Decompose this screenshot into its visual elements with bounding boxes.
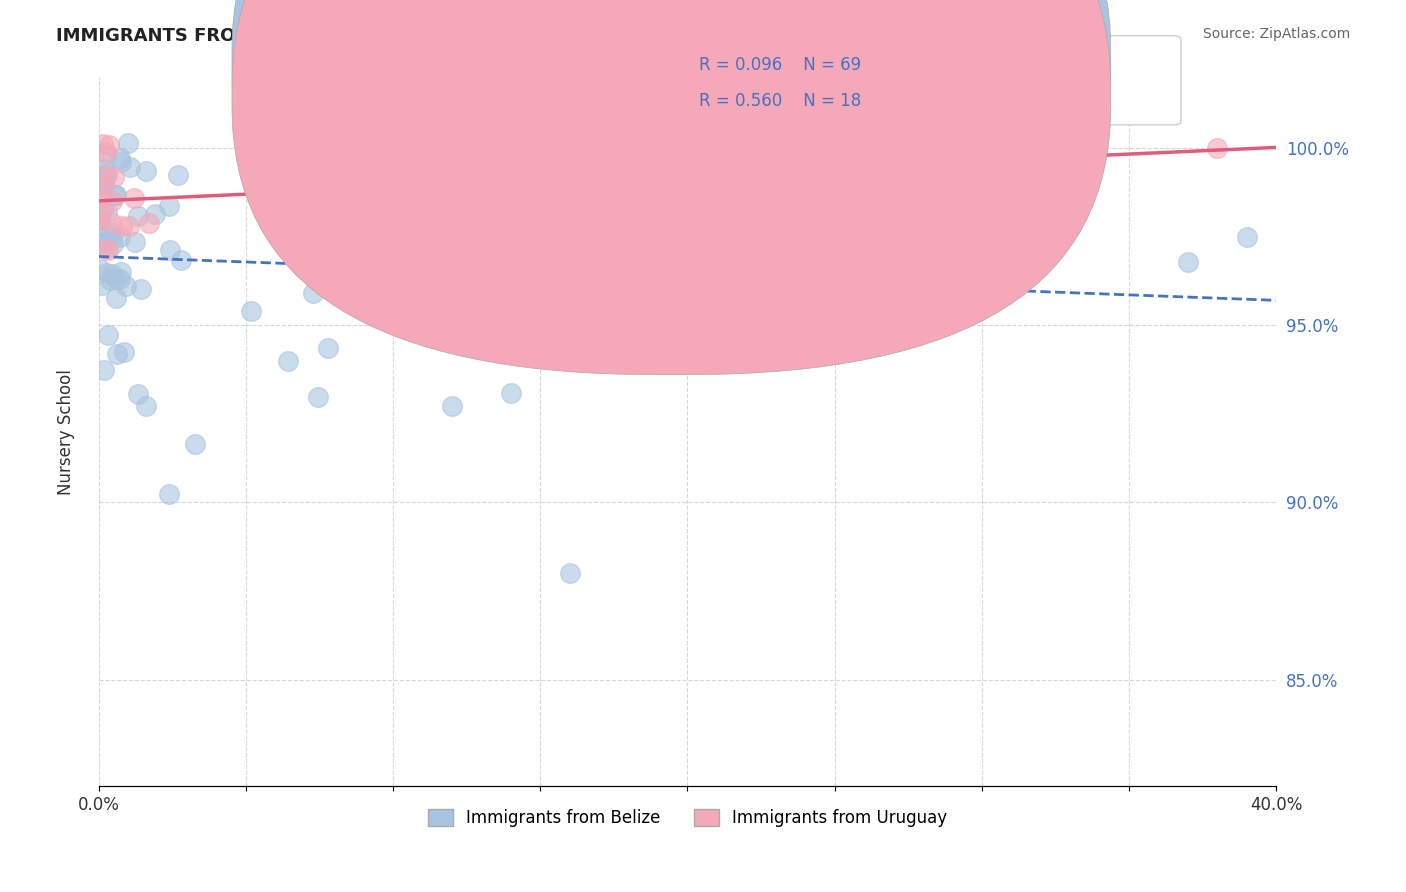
Point <box>499 386 522 401</box>
Point <box>104 188 127 202</box>
Point <box>93 161 115 176</box>
Point <box>117 136 139 150</box>
Y-axis label: Nursery School: Nursery School <box>58 368 75 494</box>
Point <box>101 236 124 251</box>
Point <box>135 163 157 178</box>
Point <box>1236 229 1258 244</box>
Point <box>101 267 124 281</box>
Point <box>98 225 121 239</box>
Point <box>911 194 934 209</box>
Point <box>98 273 121 287</box>
Point <box>110 272 132 286</box>
Point <box>127 386 149 401</box>
Point <box>118 219 141 233</box>
Point <box>91 177 114 191</box>
Point <box>94 168 117 182</box>
Point <box>558 566 581 581</box>
Point <box>91 241 114 255</box>
Point <box>143 207 166 221</box>
Point <box>307 390 329 404</box>
Point <box>97 327 120 342</box>
Point <box>157 487 180 501</box>
Text: Source: ZipAtlas.com: Source: ZipAtlas.com <box>1202 27 1350 41</box>
Point <box>94 242 117 256</box>
Point <box>111 219 134 234</box>
Point <box>110 154 132 169</box>
Point <box>94 145 117 159</box>
Point <box>97 244 120 258</box>
Point <box>108 151 131 165</box>
Point <box>157 199 180 213</box>
Point <box>96 234 118 248</box>
Point <box>110 265 132 279</box>
Point <box>91 178 114 193</box>
Point <box>96 168 118 182</box>
Point <box>107 347 129 361</box>
Point <box>167 168 190 182</box>
Point <box>89 168 111 182</box>
Point <box>127 210 149 224</box>
Point <box>93 363 115 377</box>
Legend: Immigrants from Belize, Immigrants from Uruguay: Immigrants from Belize, Immigrants from … <box>420 803 953 834</box>
Point <box>104 188 127 202</box>
Point <box>93 174 115 188</box>
Point <box>93 174 115 188</box>
Point <box>735 219 758 234</box>
Point <box>89 262 111 277</box>
Point <box>91 190 114 204</box>
Point <box>138 216 160 230</box>
Point <box>105 291 128 305</box>
Point <box>105 272 128 286</box>
Point <box>112 345 135 359</box>
Point <box>118 160 141 174</box>
Point <box>617 240 640 254</box>
Point <box>311 273 333 287</box>
Point <box>89 212 111 227</box>
Point <box>170 253 193 268</box>
Point <box>440 399 463 413</box>
Point <box>100 215 122 229</box>
Text: R = 0.096    N = 69: R = 0.096 N = 69 <box>699 56 860 74</box>
Text: IMMIGRANTS FROM BELIZE VS IMMIGRANTS FROM URUGUAY NURSERY SCHOOL CORRELATION CHA: IMMIGRANTS FROM BELIZE VS IMMIGRANTS FRO… <box>56 27 1080 45</box>
Point <box>316 341 339 355</box>
Point <box>96 266 118 280</box>
Point <box>93 137 115 152</box>
Point <box>159 243 181 257</box>
Point <box>93 178 115 192</box>
Point <box>184 436 207 450</box>
Point <box>277 354 299 368</box>
Point <box>1206 141 1229 155</box>
Point <box>90 278 112 293</box>
Point <box>135 399 157 413</box>
Text: R = 0.560    N = 18: R = 0.560 N = 18 <box>699 92 860 110</box>
Point <box>89 236 111 251</box>
Point <box>96 205 118 219</box>
Point <box>110 230 132 244</box>
Point <box>103 169 125 184</box>
Point <box>90 219 112 234</box>
Point <box>91 202 114 217</box>
Point <box>122 191 145 205</box>
Point <box>94 148 117 162</box>
Point <box>101 229 124 244</box>
Point <box>129 282 152 296</box>
Point <box>124 235 146 249</box>
Point <box>301 285 323 300</box>
Point <box>87 213 110 227</box>
Point <box>1059 173 1081 187</box>
Point <box>240 304 263 318</box>
Point <box>100 194 122 209</box>
Point <box>97 138 120 153</box>
Point <box>90 206 112 220</box>
Point <box>90 190 112 204</box>
Point <box>1177 254 1199 268</box>
Point <box>89 169 111 184</box>
Point <box>115 279 138 293</box>
